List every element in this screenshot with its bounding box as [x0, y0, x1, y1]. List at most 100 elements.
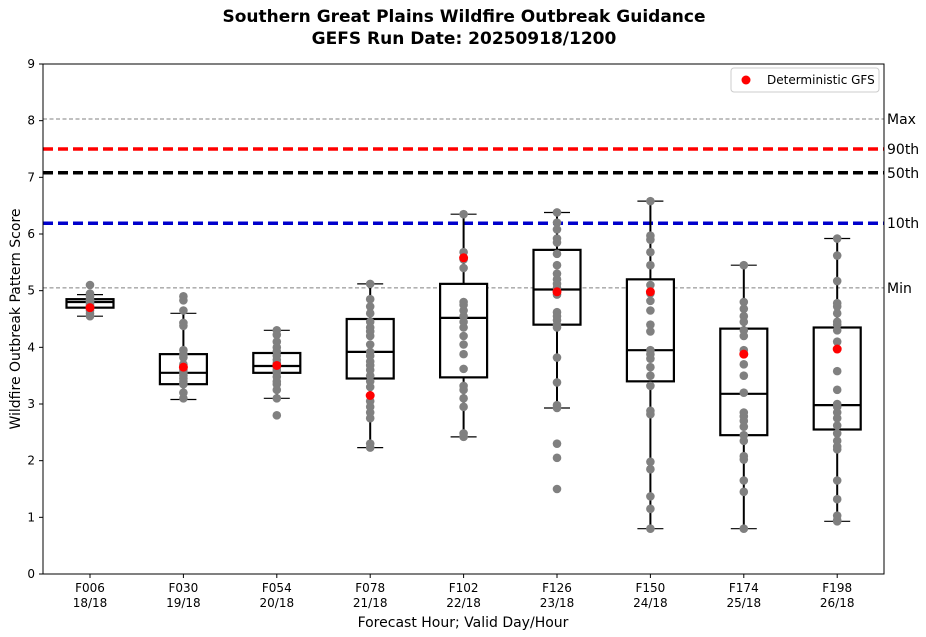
- member-point: [459, 385, 468, 395]
- y-tick-label-6: 6: [27, 227, 35, 241]
- member-point: [459, 331, 468, 341]
- member-point: [459, 364, 468, 374]
- member-point: [365, 309, 375, 318]
- box-group-f054: [252, 326, 302, 420]
- member-point: [365, 294, 375, 304]
- x-tick-label-valid: 19/18: [166, 596, 201, 610]
- member-point: [552, 323, 562, 332]
- member-point: [646, 457, 655, 467]
- member-point: [832, 251, 842, 260]
- member-point: [832, 276, 842, 286]
- member-point: [646, 362, 655, 372]
- legend-box: [730, 67, 880, 93]
- member-point: [179, 306, 188, 315]
- member-point: [832, 234, 842, 243]
- x-tick-label-valid: 22/18: [446, 596, 481, 610]
- member-point: [179, 379, 188, 389]
- ref-label-50th: 50th: [887, 166, 919, 182]
- y-tick-label-4: 4: [27, 340, 35, 354]
- member-point: [646, 492, 655, 501]
- member-point: [739, 304, 749, 314]
- member-point: [832, 309, 842, 318]
- member-point: [739, 317, 749, 327]
- member-point: [179, 321, 188, 331]
- member-point: [739, 260, 749, 270]
- member-point: [459, 323, 468, 332]
- member-point: [739, 524, 749, 533]
- y-tick-label-7: 7: [27, 170, 35, 184]
- member-point: [272, 330, 282, 340]
- member-point: [272, 385, 282, 395]
- member-point: [739, 360, 749, 369]
- member-point: [459, 394, 468, 403]
- deterministic-point: [85, 303, 95, 313]
- y-axis-label: Wildfire Outbreak Pattern Score: [8, 208, 24, 429]
- x-tick-label-hour: F174: [729, 581, 759, 595]
- ref-label-10th: 10th: [887, 216, 919, 232]
- member-point: [365, 279, 375, 289]
- member-point: [739, 297, 749, 307]
- member-point: [552, 484, 562, 494]
- member-point: [552, 249, 562, 259]
- x-tick-label-hour: F078: [355, 581, 385, 595]
- ref-label-90th: 90th: [887, 142, 919, 158]
- deterministic-point: [739, 349, 749, 359]
- member-point: [739, 388, 749, 397]
- member-point: [646, 260, 655, 270]
- y-axis: 0 1 2 3 4 5 6 7 8 9: [27, 57, 43, 581]
- member-point: [552, 453, 562, 463]
- x-tick-label-valid: 24/18: [633, 596, 668, 610]
- x-tick-label-hour: F030: [168, 581, 198, 595]
- member-point: [459, 209, 468, 219]
- member-point: [459, 402, 468, 412]
- member-point: [179, 296, 188, 305]
- box-group-f102: [439, 209, 489, 442]
- y-tick-label-9: 9: [27, 57, 35, 71]
- member-point: [832, 413, 842, 423]
- x-tick-label-hour: F198: [822, 581, 852, 595]
- member-point: [646, 196, 655, 206]
- x-tick-label-valid: 20/18: [260, 596, 295, 610]
- deterministic-point: [645, 287, 655, 297]
- member-point: [832, 366, 842, 376]
- member-point: [832, 337, 842, 346]
- y-tick-label-8: 8: [27, 114, 35, 128]
- member-point: [832, 385, 842, 395]
- member-point: [552, 403, 562, 413]
- member-point: [646, 296, 655, 306]
- member-point: [739, 331, 749, 341]
- deterministic-point: [552, 287, 562, 297]
- member-point: [832, 302, 842, 311]
- box-group-f078: [345, 279, 395, 452]
- member-point: [832, 445, 842, 454]
- plot-frame: [42, 63, 885, 575]
- deterministic-point: [365, 391, 375, 400]
- x-tick-label-valid: 23/18: [540, 596, 575, 610]
- member-point: [832, 326, 842, 335]
- x-axis-label: Forecast Hour; Valid Day/Hour: [358, 615, 569, 631]
- x-tick-label-hour: F054: [262, 581, 292, 595]
- x-tick-label-hour: F006: [75, 581, 105, 595]
- member-point: [459, 432, 468, 442]
- chart-subtitle: GEFS Run Date: 20250918/1200: [312, 29, 617, 49]
- member-point: [832, 494, 842, 504]
- box-group-f126: [532, 208, 582, 494]
- ref-label-min: Min: [887, 281, 912, 297]
- member-point: [85, 311, 95, 321]
- x-tick-label-hour: F102: [449, 581, 479, 595]
- member-point: [365, 331, 375, 341]
- member-point: [646, 504, 655, 514]
- deterministic-point: [459, 253, 469, 263]
- member-point: [365, 413, 375, 423]
- member-point: [85, 280, 95, 290]
- member-point: [552, 378, 562, 387]
- y-tick-label-0: 0: [27, 567, 35, 581]
- member-point: [459, 340, 468, 349]
- legend-label-deterministic: Deterministic GFS: [767, 73, 875, 87]
- deterministic-point: [832, 344, 842, 354]
- member-point: [272, 411, 282, 420]
- member-point: [552, 353, 562, 362]
- box-group-f174: [719, 260, 769, 533]
- member-point: [832, 421, 842, 430]
- x-tick-label-hour: F150: [635, 581, 665, 595]
